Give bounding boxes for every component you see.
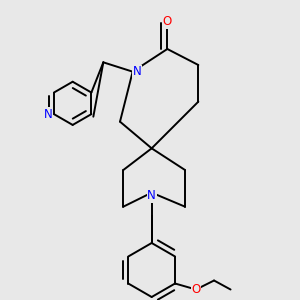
Text: N: N <box>147 189 156 202</box>
Text: O: O <box>191 283 201 296</box>
Text: N: N <box>44 108 52 121</box>
Text: N: N <box>133 65 142 78</box>
Text: O: O <box>163 15 172 28</box>
